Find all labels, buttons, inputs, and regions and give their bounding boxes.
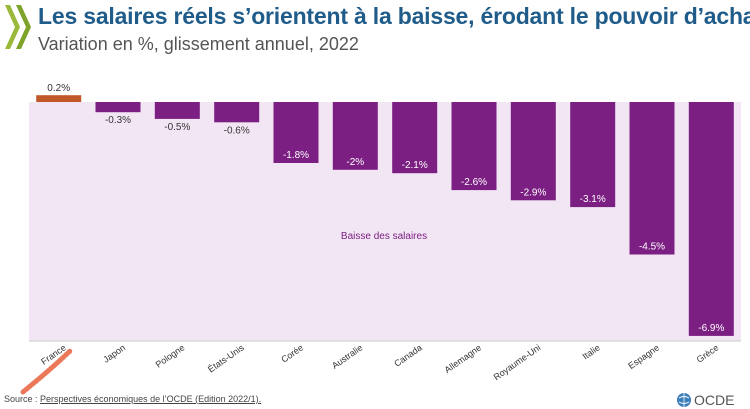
source-note: Source : Perspectives économiques de l’O… bbox=[4, 394, 261, 404]
oecd-logo: OCDE bbox=[677, 392, 734, 408]
value-label: -6.9% bbox=[698, 323, 724, 334]
value-label: -4.5% bbox=[639, 242, 665, 253]
category-label: Italie bbox=[581, 342, 602, 361]
category-label: Royaume-Uni bbox=[492, 342, 543, 382]
bar-france bbox=[36, 95, 82, 102]
category-label: Allemagne bbox=[443, 342, 484, 375]
value-label: -2.1% bbox=[402, 160, 428, 171]
chart-background-band bbox=[29, 102, 741, 341]
category-label: Pologne bbox=[154, 342, 187, 369]
bar-royaume-uni bbox=[510, 102, 556, 201]
value-label-bg bbox=[278, 148, 314, 161]
value-label: -0.5% bbox=[164, 122, 190, 133]
value-label-bg bbox=[515, 185, 552, 199]
bar-grèce bbox=[688, 102, 734, 336]
category-label: Espagne bbox=[626, 342, 661, 371]
annotation-label: Baisse des salaires bbox=[341, 231, 427, 242]
bar-japon bbox=[95, 102, 141, 113]
oecd-chevron-icon bbox=[5, 5, 31, 49]
value-label: -3.1% bbox=[580, 194, 606, 205]
page-title: Les salaires réels s’orientent à la bais… bbox=[38, 3, 750, 29]
category-label: États-Unis bbox=[206, 342, 246, 374]
category-label: Grèce bbox=[695, 342, 721, 364]
category-label: Australie bbox=[330, 342, 364, 370]
bar-espagne bbox=[629, 102, 675, 255]
highlight-scribble bbox=[20, 348, 73, 395]
bar-états-unis bbox=[214, 102, 260, 123]
bar-pologne bbox=[154, 102, 200, 119]
value-label: -2% bbox=[346, 157, 364, 168]
category-label: Canada bbox=[392, 342, 424, 368]
value-label-bg bbox=[337, 154, 374, 168]
value-label-bg bbox=[456, 175, 492, 189]
value-label: 0.2% bbox=[47, 83, 70, 94]
value-label-bg bbox=[396, 158, 433, 172]
category-label: Corée bbox=[279, 342, 305, 364]
page-subtitle: Variation en %, glissement annuel, 2022 bbox=[38, 34, 359, 54]
bar-italie bbox=[570, 102, 616, 208]
value-label: -0.3% bbox=[105, 115, 131, 126]
value-label: -1.8% bbox=[283, 150, 309, 161]
value-label-bg bbox=[574, 192, 611, 206]
value-label-bg bbox=[634, 239, 670, 253]
category-label: Japon bbox=[101, 342, 127, 364]
source-link[interactable]: Perspectives économiques de l’OCDE (Edit… bbox=[40, 394, 262, 404]
source-prefix: Source : bbox=[4, 394, 41, 404]
value-label: -2.9% bbox=[520, 187, 546, 198]
value-label: -0.6% bbox=[224, 125, 250, 136]
oecd-logo-text: OCDE bbox=[694, 392, 734, 408]
value-label-bg bbox=[693, 320, 730, 334]
value-label: -2.6% bbox=[461, 177, 487, 188]
